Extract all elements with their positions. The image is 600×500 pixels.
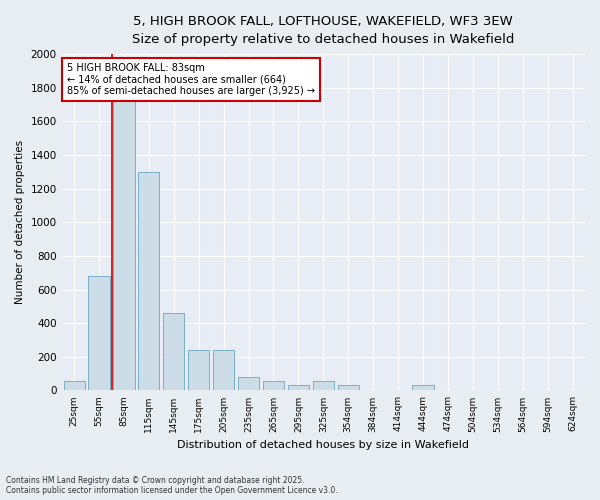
Bar [64,381,85,390]
Bar [412,386,434,390]
Bar [163,313,184,390]
Bar [188,350,209,391]
Title: 5, HIGH BROOK FALL, LOFTHOUSE, WAKEFIELD, WF3 3EW
Size of property relative to d: 5, HIGH BROOK FALL, LOFTHOUSE, WAKEFIELD… [132,15,515,46]
Bar [138,172,160,390]
Bar [288,386,309,390]
Bar [313,381,334,390]
Bar [213,350,234,391]
Bar [88,276,110,390]
Bar [238,377,259,390]
Y-axis label: Number of detached properties: Number of detached properties [15,140,25,304]
Bar [113,74,134,390]
Bar [338,386,359,390]
X-axis label: Distribution of detached houses by size in Wakefield: Distribution of detached houses by size … [178,440,469,450]
Text: 5 HIGH BROOK FALL: 83sqm
← 14% of detached houses are smaller (664)
85% of semi-: 5 HIGH BROOK FALL: 83sqm ← 14% of detach… [67,62,315,96]
Bar [263,381,284,390]
Text: Contains HM Land Registry data © Crown copyright and database right 2025.
Contai: Contains HM Land Registry data © Crown c… [6,476,338,495]
